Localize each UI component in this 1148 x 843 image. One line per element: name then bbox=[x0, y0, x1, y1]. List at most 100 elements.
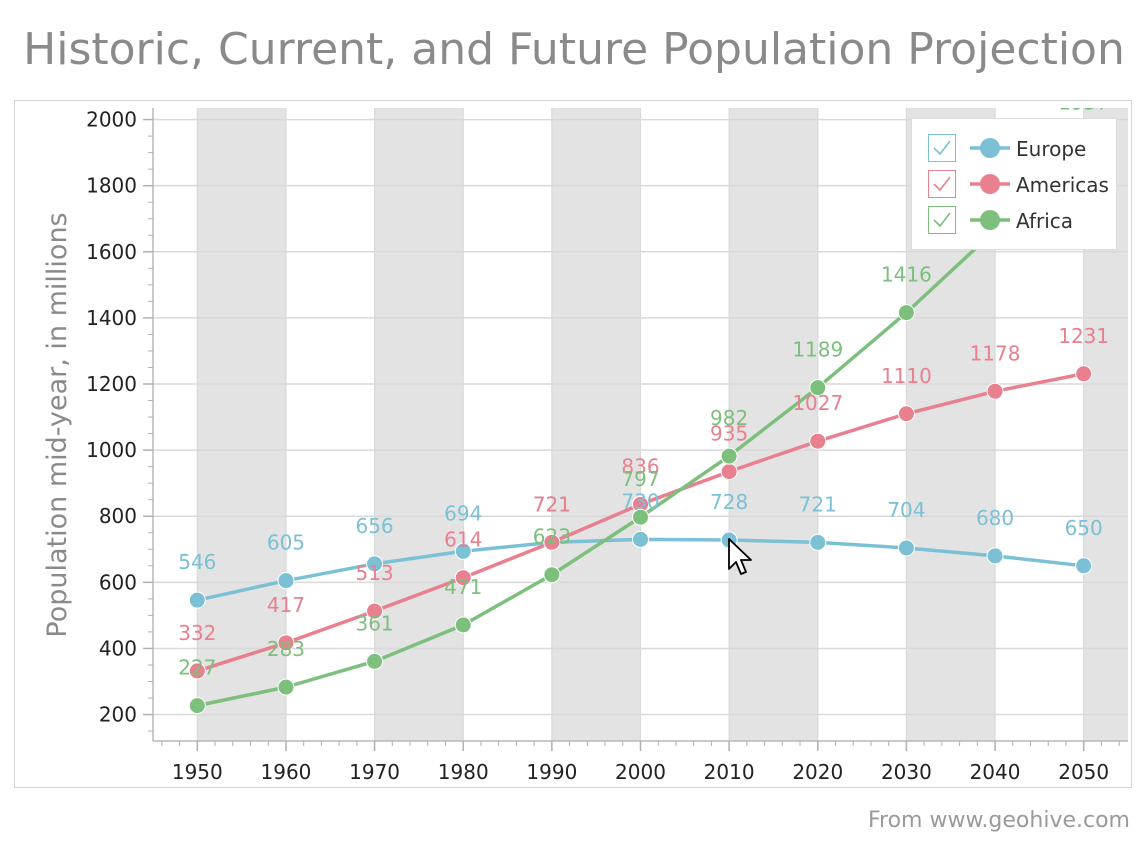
x-tick-label: 2040 bbox=[970, 760, 1021, 784]
data-point-europe[interactable] bbox=[632, 530, 649, 548]
legend-label: Americas bbox=[1016, 173, 1109, 197]
legend-marker-icon bbox=[970, 174, 1010, 194]
data-label-africa: 623 bbox=[533, 525, 571, 549]
x-tick-label: 2020 bbox=[792, 760, 843, 784]
x-tick-label: 1980 bbox=[438, 760, 489, 784]
data-label-africa: 361 bbox=[355, 611, 393, 635]
y-tick-label: 1800 bbox=[86, 174, 137, 198]
mouse-cursor-icon bbox=[728, 538, 752, 575]
data-point-europe[interactable] bbox=[897, 539, 915, 557]
data-label-africa: 1189 bbox=[792, 338, 843, 362]
data-label-americas: 614 bbox=[444, 528, 482, 552]
data-point-europe[interactable] bbox=[188, 591, 206, 609]
data-label-africa: 283 bbox=[267, 637, 305, 661]
data-label-americas: 1027 bbox=[792, 391, 843, 415]
background-band bbox=[729, 108, 818, 741]
data-point-americas[interactable] bbox=[1075, 365, 1093, 383]
y-tick-label: 600 bbox=[99, 570, 137, 594]
x-tick-label: 2030 bbox=[881, 760, 932, 784]
data-label-americas: 1110 bbox=[881, 364, 932, 388]
data-point-africa[interactable] bbox=[366, 652, 384, 670]
data-point-americas[interactable] bbox=[366, 602, 384, 620]
x-tick-label: 2050 bbox=[1058, 760, 1109, 784]
data-point-americas[interactable] bbox=[277, 634, 295, 652]
chart-title: Historic, Current, and Future Population… bbox=[23, 24, 1125, 75]
x-tick-label: 2000 bbox=[615, 760, 666, 784]
data-label-europe: 694 bbox=[444, 501, 482, 525]
data-point-americas[interactable] bbox=[986, 382, 1004, 400]
y-tick-label: 1600 bbox=[86, 240, 137, 264]
data-label-americas: 935 bbox=[710, 422, 748, 446]
source-note: From www.geohive.com bbox=[867, 808, 1130, 833]
data-point-africa[interactable] bbox=[454, 616, 472, 634]
data-label-africa: 227 bbox=[178, 656, 216, 680]
y-axis-title: Population mid-year, in millions bbox=[42, 212, 73, 637]
data-label-americas: 1178 bbox=[970, 341, 1021, 365]
data-point-americas[interactable] bbox=[720, 463, 738, 481]
data-point-africa[interactable] bbox=[632, 508, 649, 526]
data-label-americas: 836 bbox=[621, 454, 659, 478]
data-point-europe[interactable] bbox=[809, 533, 827, 551]
data-point-americas[interactable] bbox=[809, 432, 827, 450]
data-point-africa[interactable] bbox=[809, 379, 827, 397]
data-label-europe: 605 bbox=[267, 531, 305, 555]
x-tick-label: 1960 bbox=[261, 760, 312, 784]
data-label-europe: 704 bbox=[887, 498, 925, 522]
data-point-africa[interactable] bbox=[543, 566, 561, 584]
legend-checkbox-icon[interactable] bbox=[928, 134, 956, 162]
data-point-europe[interactable] bbox=[366, 555, 384, 573]
data-label-americas: 332 bbox=[178, 621, 216, 645]
data-point-africa[interactable] bbox=[720, 447, 738, 465]
background-band bbox=[197, 108, 286, 741]
data-point-europe[interactable] bbox=[277, 572, 295, 590]
y-tick-label: 200 bbox=[99, 703, 137, 727]
data-point-americas[interactable] bbox=[543, 533, 561, 551]
data-point-americas[interactable] bbox=[454, 569, 472, 587]
data-point-europe[interactable] bbox=[454, 542, 472, 560]
data-point-americas[interactable] bbox=[188, 662, 206, 680]
data-label-europe: 546 bbox=[178, 550, 216, 574]
legend-item-europe[interactable]: Europe bbox=[928, 133, 1114, 163]
x-tick-label: 1950 bbox=[172, 760, 223, 784]
legend-marker-icon bbox=[970, 138, 1010, 158]
data-point-americas[interactable] bbox=[897, 405, 915, 423]
background-band bbox=[374, 108, 464, 741]
data-label-africa: 797 bbox=[621, 467, 659, 491]
data-label-europe: 680 bbox=[976, 506, 1014, 530]
legend-label: Africa bbox=[1016, 209, 1074, 233]
x-tick-label: 1970 bbox=[349, 760, 400, 784]
legend-checkbox-icon[interactable] bbox=[928, 206, 956, 234]
data-label-europe: 650 bbox=[1065, 516, 1103, 540]
data-point-europe[interactable] bbox=[986, 547, 1004, 565]
legend-item-africa[interactable]: Africa bbox=[928, 205, 1114, 235]
data-label-europe: 728 bbox=[710, 490, 748, 514]
data-label-africa: 1937 bbox=[1058, 90, 1109, 114]
y-tick-label: 1200 bbox=[86, 372, 137, 396]
legend-marker-icon bbox=[970, 210, 1010, 230]
data-label-africa: 1416 bbox=[881, 263, 932, 287]
background-band bbox=[551, 108, 641, 741]
y-tick-label: 400 bbox=[99, 636, 137, 660]
chart-frame bbox=[14, 100, 1132, 788]
data-label-americas: 1231 bbox=[1058, 324, 1109, 348]
chart-legend: Europe Americas Africa bbox=[911, 118, 1117, 250]
x-tick-label: 1990 bbox=[526, 760, 577, 784]
data-point-africa[interactable] bbox=[188, 697, 206, 715]
data-label-europe: 730 bbox=[621, 489, 659, 513]
legend-checkbox-icon[interactable] bbox=[928, 170, 956, 198]
legend-item-americas[interactable]: Americas bbox=[928, 169, 1114, 199]
data-point-africa[interactable] bbox=[277, 678, 295, 696]
data-label-europe: 721 bbox=[533, 492, 571, 516]
legend-label: Europe bbox=[1016, 137, 1087, 161]
data-label-africa: 471 bbox=[444, 575, 482, 599]
data-label-americas: 513 bbox=[355, 561, 393, 585]
data-label-europe: 721 bbox=[799, 492, 837, 516]
data-point-africa[interactable] bbox=[897, 304, 915, 322]
data-label-americas: 417 bbox=[267, 593, 305, 617]
data-label-europe: 656 bbox=[355, 514, 393, 538]
data-label-africa: 982 bbox=[710, 406, 748, 430]
data-point-europe[interactable] bbox=[1075, 557, 1093, 575]
data-label-americas: 721 bbox=[533, 492, 571, 516]
y-tick-label: 1000 bbox=[86, 438, 137, 462]
y-tick-label: 800 bbox=[99, 504, 137, 528]
